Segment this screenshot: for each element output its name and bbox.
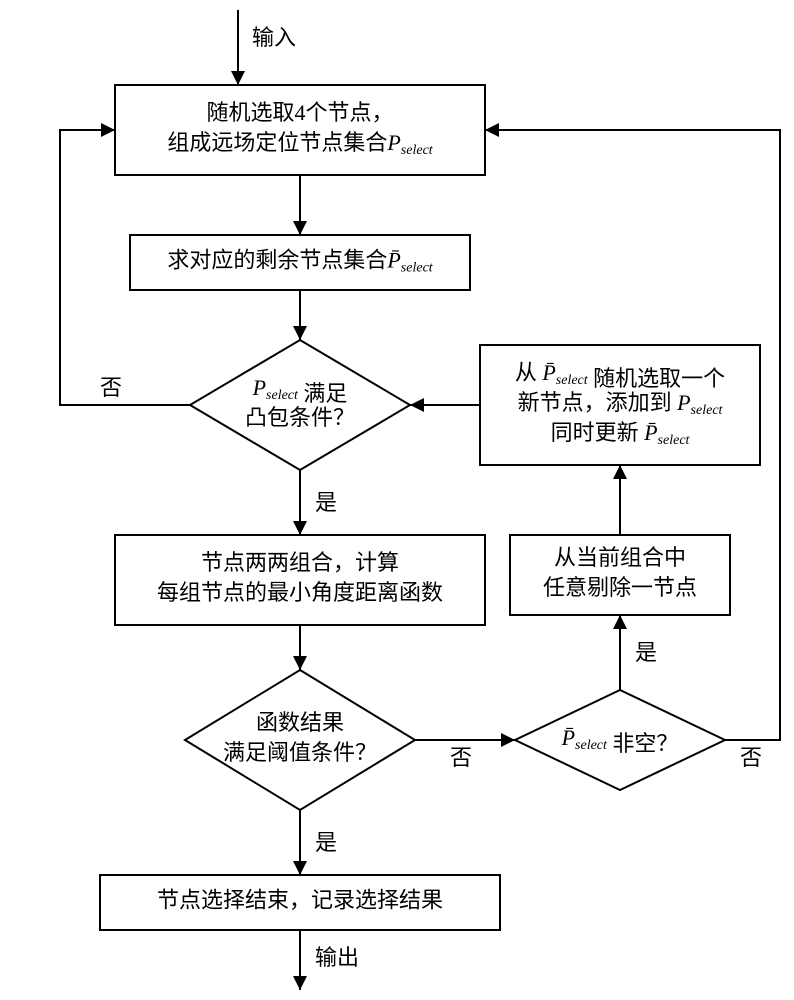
flow-edge: 是	[293, 810, 337, 875]
flow-node-n3: 节点两两组合，计算每组节点的最小角度距离函数	[115, 535, 485, 625]
flow-edge: 输入	[231, 10, 296, 85]
flow-node-n4: 节点选择结束，记录选择结果	[100, 875, 500, 930]
flow-edge	[613, 465, 627, 535]
flow-node-n1: 随机选取4个节点， 组成远场定位节点集合Pselect	[115, 85, 485, 175]
svg-text:节点两两组合，计算: 节点两两组合，计算	[201, 550, 399, 575]
flow-edge: 输出	[293, 930, 359, 990]
flow-edge	[293, 175, 307, 235]
svg-text:求对应的剩余节点集合P̄select: 求对应的剩余节点集合P̄select	[167, 248, 433, 276]
svg-text:组成远场定位节点集合Pselect: 组成远场定位节点集合Pselect	[167, 130, 433, 158]
svg-text:函数结果: 函数结果	[256, 710, 344, 735]
svg-text:随机选取4个节点，: 随机选取4个节点，	[206, 100, 393, 125]
svg-text:满足阈值条件？: 满足阈值条件？	[223, 740, 377, 765]
flow-node-n6: 从当前组合中任意剔除一节点	[510, 535, 730, 615]
svg-text:否: 否	[100, 375, 122, 400]
svg-text:节点选择结束，记录选择结果: 节点选择结束，记录选择结果	[157, 888, 443, 913]
flow-edge	[410, 398, 480, 412]
svg-text:输入: 输入	[252, 25, 296, 50]
flow-node-d3: P̄select 非空？	[515, 690, 725, 790]
flow-edge: 是	[293, 470, 337, 535]
flow-node-n2: 求对应的剩余节点集合P̄select	[130, 235, 470, 290]
svg-text:是: 是	[635, 640, 657, 665]
svg-text:否: 否	[450, 745, 472, 770]
flow-edge	[293, 625, 307, 670]
svg-text:是: 是	[315, 490, 337, 515]
svg-text:输出: 输出	[315, 945, 359, 970]
svg-text:否: 否	[740, 745, 762, 770]
svg-text:从当前组合中: 从当前组合中	[554, 545, 686, 570]
svg-text:任意剔除一节点: 任意剔除一节点	[543, 575, 697, 600]
flow-edge: 否	[415, 733, 515, 770]
flow-edge: 是	[613, 615, 657, 690]
flow-node-d1: Pselect 满足凸包条件？	[190, 340, 410, 470]
flow-edge	[293, 290, 307, 340]
flow-node-d2: 函数结果满足阈值条件？	[185, 670, 415, 810]
svg-text:每组节点的最小角度距离函数: 每组节点的最小角度距离函数	[157, 580, 443, 605]
svg-text:凸包条件？: 凸包条件？	[245, 405, 355, 430]
flow-node-n5: 从 P̄select 随机选取一个新节点，添加到 Pselect同时更新 P̄s…	[480, 345, 760, 465]
svg-text:是: 是	[315, 830, 337, 855]
